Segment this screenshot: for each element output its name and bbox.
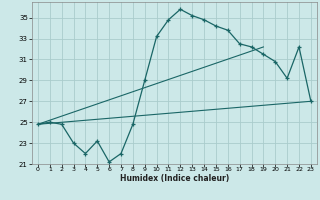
X-axis label: Humidex (Indice chaleur): Humidex (Indice chaleur) <box>120 174 229 183</box>
